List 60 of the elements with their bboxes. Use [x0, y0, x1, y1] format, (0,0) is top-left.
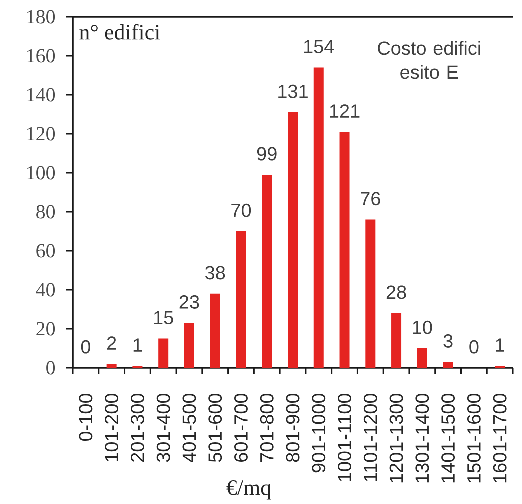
x-tick-label: 0-100 — [79, 394, 93, 442]
y-tick-label: 80 — [36, 205, 56, 219]
bar — [158, 338, 169, 368]
x-tick-label: 101-200 — [105, 394, 119, 462]
x-tick-label: 801-900 — [286, 394, 300, 462]
bar — [184, 323, 194, 368]
bar — [314, 68, 324, 368]
data-label: 1 — [134, 338, 142, 352]
y-tick-label: 60 — [36, 244, 56, 258]
data-label: 0 — [81, 340, 90, 354]
bar — [106, 364, 117, 368]
bar — [366, 220, 376, 368]
y-tick-label: 20 — [36, 322, 56, 336]
bar — [210, 294, 220, 368]
bar — [392, 313, 402, 368]
x-tick-label: 601-700 — [234, 394, 248, 462]
text: Costo edifici esito E — [378, 41, 480, 80]
bar — [262, 174, 272, 368]
x-tick-label: 201-300 — [130, 394, 144, 462]
data-label: 76 — [361, 192, 380, 206]
x-tick-label: 701-800 — [260, 394, 274, 462]
x-tick-label: 1401-1500 — [442, 394, 456, 483]
x-tick-label: 1001-1100 — [338, 394, 352, 482]
y-tick-label: 160 — [28, 49, 56, 63]
x-tick-label: 501-600 — [208, 394, 222, 462]
data-label: 2 — [107, 336, 116, 350]
data-label: 28 — [386, 286, 406, 300]
x-tick-label: 1101-1200 — [364, 394, 378, 482]
bar — [288, 112, 298, 368]
bar — [443, 362, 454, 368]
data-label: 23 — [180, 296, 200, 309]
data-label: 15 — [154, 311, 174, 325]
data-label: 10 — [413, 320, 432, 334]
x-tick-label: 1501-1600 — [467, 394, 481, 483]
bar — [236, 232, 246, 368]
y-tick-label: 0 — [46, 361, 56, 375]
y-axis-title: n° edifici — [80, 24, 160, 40]
y-tick-label: 140 — [28, 88, 56, 102]
data-label: 1 — [496, 338, 504, 352]
data-label: 99 — [257, 147, 277, 161]
data-label: 0 — [470, 340, 479, 354]
y-tick-label: 180 — [28, 10, 56, 24]
y-tick-label: 100 — [28, 166, 56, 180]
data-label: 38 — [206, 266, 226, 280]
data-label: 70 — [232, 204, 252, 218]
data-label: 154 — [304, 40, 334, 54]
x-tick-label: 1301-1400 — [416, 394, 430, 483]
x-tick-label: 1201-1300 — [390, 394, 404, 483]
data-label: 3 — [444, 334, 453, 348]
data-label: 131 — [278, 84, 308, 98]
x-tick-label: 1601-1700 — [493, 394, 507, 483]
x-tick-label: 401-500 — [182, 394, 196, 462]
y-tick-label: 40 — [36, 283, 56, 297]
y-tick-label: 120 — [28, 127, 56, 141]
data-label: 121 — [330, 104, 360, 118]
x-tick-label: 901-1000 — [312, 394, 326, 473]
bar — [417, 348, 428, 368]
bar — [340, 132, 350, 368]
x-tick-label: 301-400 — [156, 394, 170, 462]
x-axis-title: €/mq — [226, 480, 272, 500]
